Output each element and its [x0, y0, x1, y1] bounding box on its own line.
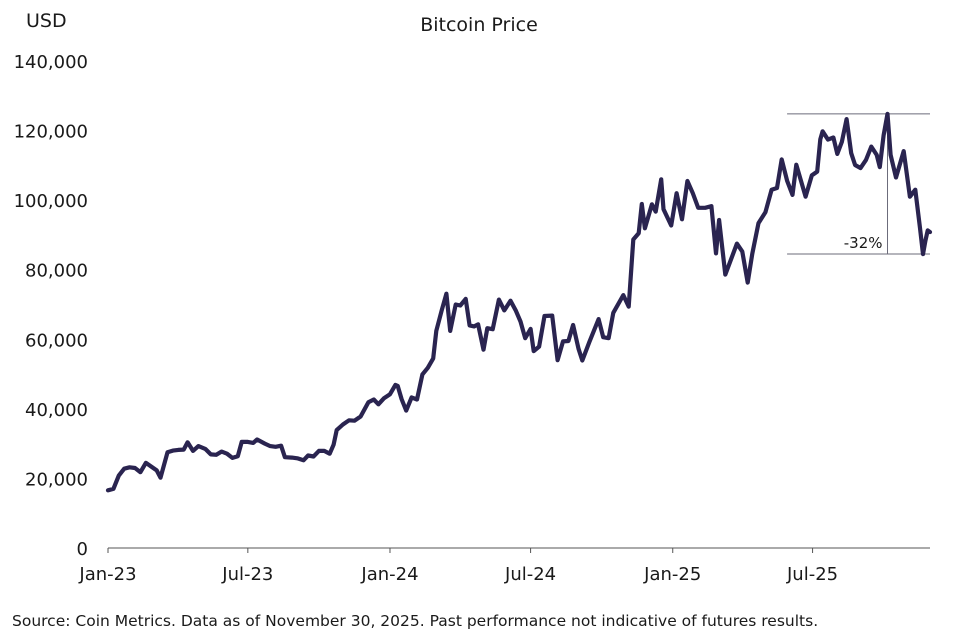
x-tick-label: Jul-24	[504, 564, 556, 585]
price-series-line	[105, 111, 933, 493]
x-tick-label: Jan-23	[78, 564, 136, 585]
y-tick-label: 0	[77, 539, 88, 560]
source-note: Source: Coin Metrics. Data as of Novembe…	[12, 612, 819, 630]
y-tick-label: 40,000	[25, 400, 88, 421]
x-tick-label: Jul-23	[221, 564, 273, 585]
y-axis-ticks: 0 20,000 40,000 60,000 80,000 100,000 120,000 1…	[14, 52, 88, 560]
x-axis: Jan-23 Jul-23 Jan-24 Jul-24 Jan-25 Jul-25	[78, 547, 930, 585]
y-axis-unit-label: USD	[26, 10, 67, 32]
chart-title: Bitcoin Price	[420, 14, 538, 36]
y-tick-label: 120,000	[14, 122, 88, 143]
x-tick-label: Jan-24	[360, 564, 418, 585]
y-tick-label: 20,000	[25, 469, 88, 490]
y-tick-label: 140,000	[14, 52, 88, 73]
annotation-percent-label: -32%	[844, 234, 883, 252]
y-tick-label: 80,000	[25, 261, 88, 282]
x-tick-label: Jan-25	[643, 564, 701, 585]
y-tick-label: 100,000	[14, 191, 88, 212]
y-tick-label: 60,000	[25, 330, 88, 351]
x-tick-label: Jul-25	[786, 564, 838, 585]
